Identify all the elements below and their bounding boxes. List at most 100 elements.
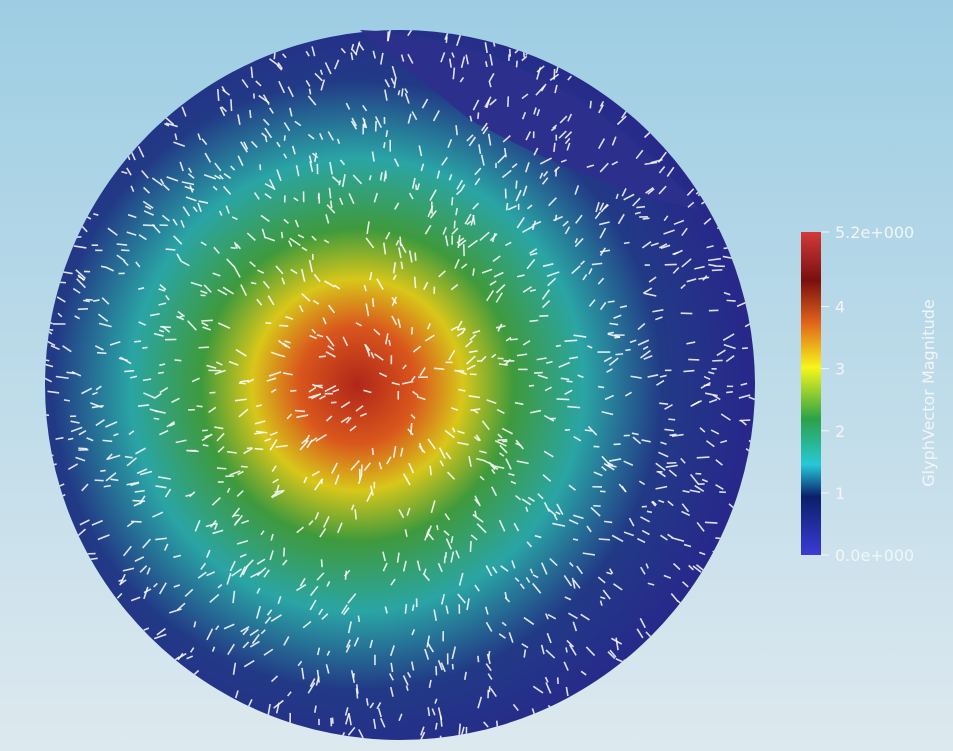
glyph bbox=[574, 185, 580, 195]
glyph bbox=[408, 192, 414, 200]
glyph bbox=[663, 215, 669, 222]
glyph bbox=[486, 289, 495, 302]
glyph bbox=[390, 662, 394, 673]
glyph bbox=[382, 242, 387, 255]
glyph bbox=[313, 273, 321, 283]
glyph bbox=[586, 164, 595, 169]
glyph bbox=[159, 387, 169, 394]
glyph bbox=[586, 525, 592, 533]
glyph bbox=[184, 185, 195, 191]
glyph bbox=[466, 598, 470, 611]
glyph bbox=[259, 164, 262, 171]
glyph bbox=[706, 245, 714, 249]
glyph bbox=[411, 628, 416, 636]
glyph bbox=[142, 538, 152, 549]
glyph bbox=[345, 102, 351, 110]
glyph bbox=[658, 499, 665, 504]
glyph bbox=[91, 404, 104, 409]
glyph bbox=[329, 161, 333, 175]
glyph bbox=[545, 613, 549, 620]
glyph bbox=[287, 86, 294, 98]
glyph bbox=[57, 312, 63, 318]
glyph bbox=[444, 429, 455, 439]
glyph bbox=[390, 77, 395, 85]
glyph bbox=[545, 360, 553, 365]
glyph bbox=[480, 154, 485, 166]
glyph bbox=[426, 642, 435, 653]
glyph bbox=[136, 468, 148, 475]
glyph bbox=[209, 593, 220, 603]
glyph bbox=[234, 398, 247, 402]
glyph bbox=[85, 298, 93, 301]
glyph bbox=[240, 465, 248, 468]
glyph bbox=[689, 489, 701, 493]
glyph bbox=[726, 299, 736, 302]
glyph bbox=[309, 334, 317, 340]
glyph bbox=[232, 590, 236, 604]
color-bar-label: 4 bbox=[835, 298, 845, 317]
glyph bbox=[367, 349, 371, 357]
glyph bbox=[360, 412, 367, 417]
glyph bbox=[311, 46, 316, 57]
glyph bbox=[416, 395, 426, 401]
glyph bbox=[254, 420, 266, 425]
glyph bbox=[468, 456, 472, 467]
glyph bbox=[384, 333, 389, 345]
glyph bbox=[642, 217, 650, 220]
glyph bbox=[204, 434, 212, 438]
glyph bbox=[177, 315, 183, 319]
glyph bbox=[509, 338, 518, 341]
glyph bbox=[523, 649, 527, 658]
glyph bbox=[594, 211, 602, 220]
glyph bbox=[316, 669, 320, 683]
glyph bbox=[611, 160, 619, 166]
color-bar bbox=[801, 232, 821, 555]
glyph bbox=[443, 530, 450, 536]
glyph bbox=[498, 363, 509, 366]
glyph bbox=[333, 59, 340, 70]
glyph bbox=[92, 299, 100, 302]
glyph bbox=[169, 608, 182, 614]
glyph bbox=[271, 465, 277, 473]
glyph bbox=[343, 569, 351, 577]
glyph bbox=[623, 193, 635, 201]
glyph bbox=[488, 73, 495, 83]
glyph bbox=[607, 331, 614, 335]
glyph bbox=[94, 345, 104, 351]
glyph bbox=[487, 133, 492, 146]
glyph bbox=[222, 286, 235, 295]
glyph bbox=[419, 726, 425, 736]
glyph bbox=[370, 485, 374, 496]
glyph bbox=[686, 278, 697, 283]
glyph bbox=[387, 30, 391, 41]
color-bar-label: 3 bbox=[835, 360, 845, 379]
glyph bbox=[545, 649, 556, 659]
glyph bbox=[643, 355, 653, 360]
glyph bbox=[143, 210, 155, 216]
glyph bbox=[601, 410, 614, 416]
glyph bbox=[363, 462, 372, 472]
glyph bbox=[254, 447, 264, 451]
glyph bbox=[81, 387, 93, 395]
glyph bbox=[450, 551, 455, 563]
glyph bbox=[215, 625, 220, 631]
glyph bbox=[402, 473, 411, 486]
glyph bbox=[451, 52, 455, 58]
glyph bbox=[162, 184, 170, 191]
glyph bbox=[433, 609, 438, 621]
glyph bbox=[634, 211, 641, 215]
glyph bbox=[378, 372, 388, 378]
glyph bbox=[711, 269, 723, 272]
glyph bbox=[450, 407, 459, 411]
glyph bbox=[318, 608, 324, 616]
glyph bbox=[392, 262, 397, 274]
glyph bbox=[580, 613, 590, 621]
glyph bbox=[555, 344, 561, 348]
glyph bbox=[485, 663, 492, 672]
glyph bbox=[105, 421, 118, 428]
glyph bbox=[309, 678, 316, 688]
glyph bbox=[630, 375, 642, 379]
glyph bbox=[216, 432, 225, 442]
glyph bbox=[607, 333, 621, 339]
glyph bbox=[276, 141, 281, 148]
